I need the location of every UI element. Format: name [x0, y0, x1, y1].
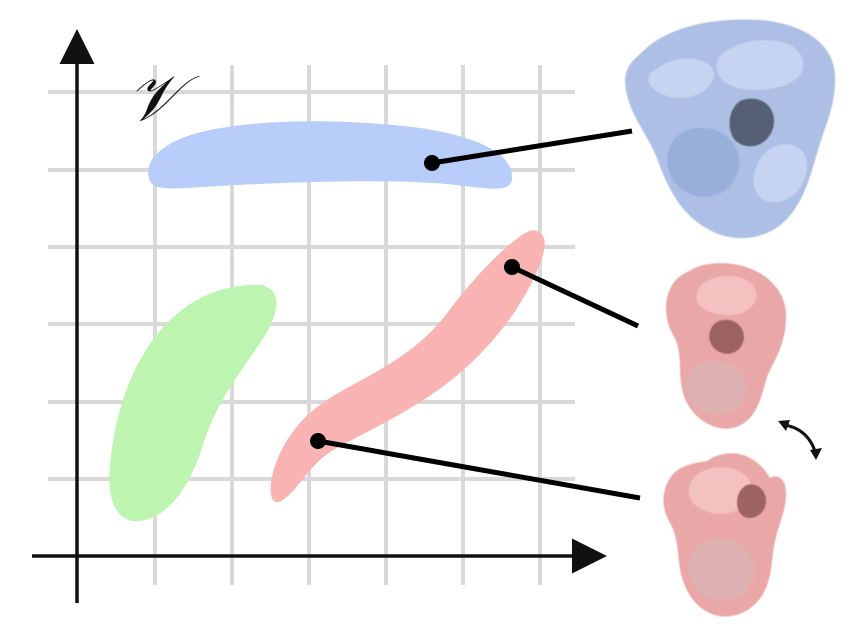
- protein-structure-icon: [665, 263, 787, 429]
- axis-label: 𝒱: [127, 62, 200, 136]
- connector-dot-blue: [424, 155, 440, 171]
- connector-dot-red-top: [504, 259, 520, 275]
- protein-structure-icon: [625, 19, 836, 239]
- blue-protein-structure: [625, 19, 836, 239]
- red-protein-structure-open: [663, 453, 787, 617]
- connector-red-top: [510, 264, 640, 329]
- curved-double-arrow-icon: [778, 420, 822, 460]
- connector-blue: [431, 128, 633, 166]
- axes: [32, 29, 607, 603]
- blue-region: [148, 121, 513, 189]
- red-protein-structure-closed: [665, 263, 787, 429]
- connector-dot-red-bottom: [310, 433, 326, 449]
- red-region: [270, 230, 545, 503]
- connectors: [310, 128, 641, 501]
- green-region: [109, 284, 277, 522]
- protein-structure-icon: [663, 453, 787, 617]
- connector-red-bottom: [317, 438, 641, 501]
